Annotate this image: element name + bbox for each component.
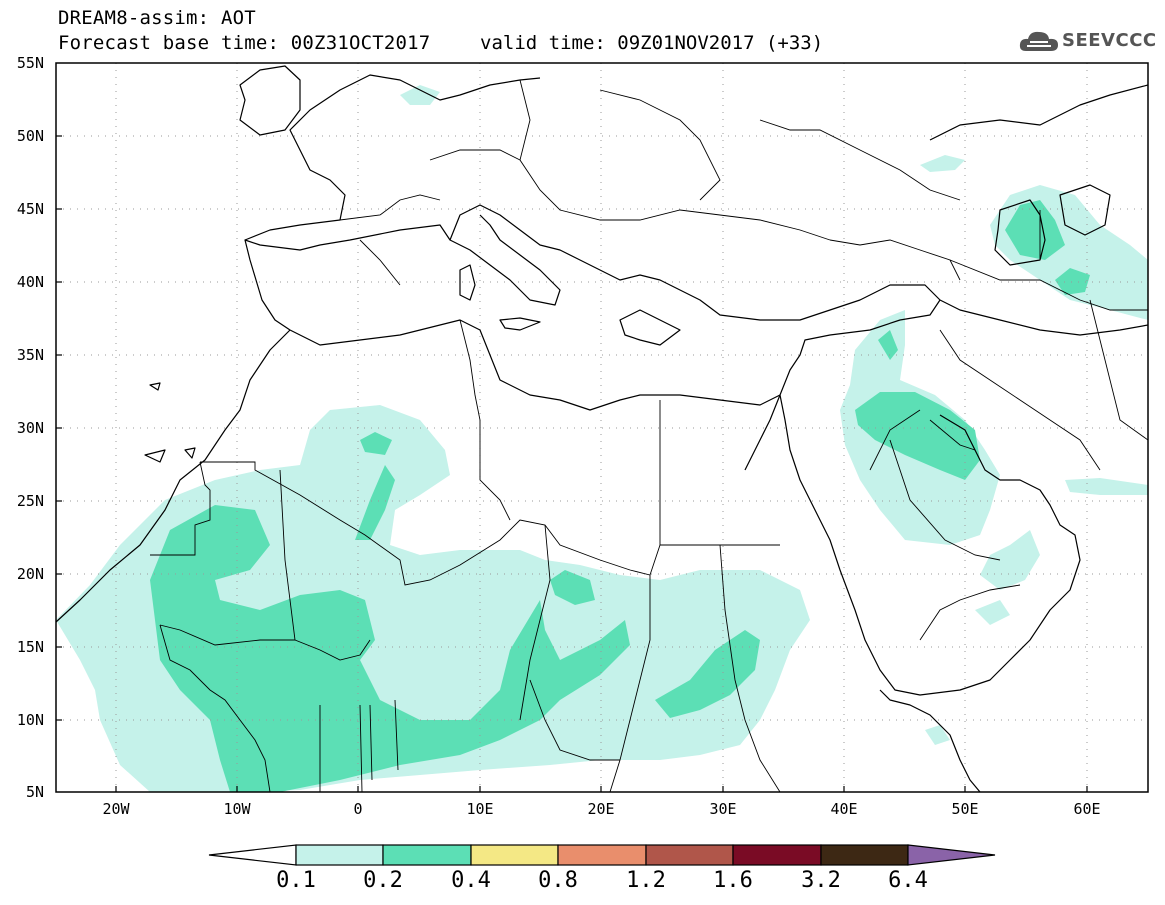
colorbar-bin: [557, 844, 647, 866]
lat-label: 45N: [16, 200, 44, 218]
lon-label: 30E: [709, 800, 737, 818]
aot-medium-regions: [150, 200, 1090, 792]
colorbar-bin: [382, 844, 472, 866]
colorbar: [208, 844, 996, 866]
lat-label: 25N: [16, 492, 44, 510]
seevccc-logo: SEEVCCC: [1018, 27, 1158, 57]
colorbar-label: 0.2: [363, 868, 403, 893]
lat-label: 30N: [16, 419, 44, 437]
colorbar-bin: [645, 844, 734, 866]
logo-text: SEEVCCC: [1062, 30, 1157, 51]
valid-time: valid time: 09Z01NOV2017 (+33): [480, 32, 824, 54]
colorbar-label: 1.6: [713, 868, 753, 893]
lat-label: 15N: [16, 638, 44, 656]
lon-label: 20E: [587, 800, 615, 818]
colorbar-over-triangle: [907, 844, 996, 866]
cloud-icon: [1019, 31, 1058, 51]
title-line-2: Forecast base time: 00Z31OCT2017: [58, 32, 431, 54]
colorbar-label: 0.8: [538, 868, 578, 893]
colorbar-label: 6.4: [888, 868, 928, 893]
colorbar-label: 3.2: [801, 868, 841, 893]
colorbar-bin: [820, 844, 909, 866]
lon-label: 10W: [223, 800, 251, 818]
lon-label: 0: [353, 800, 363, 818]
lat-label: 10N: [16, 711, 44, 729]
lat-label: 50N: [16, 127, 44, 145]
lat-label: 40N: [16, 273, 44, 291]
lat-label: 55N: [16, 54, 44, 72]
lon-label: 50E: [951, 800, 979, 818]
colorbar-bin: [732, 844, 822, 866]
axis-ticks: [56, 135, 1088, 792]
colorbar-bin: [295, 844, 384, 866]
lon-label: 10E: [466, 800, 494, 818]
lon-label: 60E: [1073, 800, 1101, 818]
colorbar-label: 0.1: [276, 868, 316, 893]
lon-label: 20W: [102, 800, 130, 818]
colorbar-label: 1.2: [626, 868, 666, 893]
title-line-1: DREAM8-assim: AOT: [58, 7, 256, 29]
colorbar-under-triangle: [208, 844, 297, 866]
lat-label: 35N: [16, 346, 44, 364]
colorbar-label: 0.4: [451, 868, 491, 893]
colorbar-bin: [470, 844, 559, 866]
country-borders: [150, 79, 1148, 792]
lat-label: 20N: [16, 565, 44, 583]
lon-label: 40E: [830, 800, 858, 818]
lat-label: 5N: [25, 783, 44, 801]
